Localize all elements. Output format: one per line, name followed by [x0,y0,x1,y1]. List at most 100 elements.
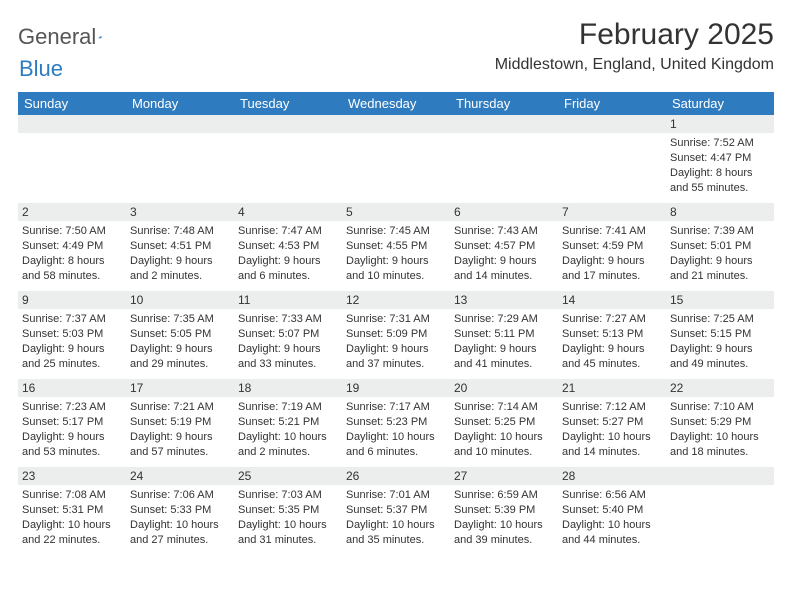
day-number: 17 [126,379,234,397]
calendar-cell [342,115,450,203]
calendar-cell: 8Sunrise: 7:39 AMSunset: 5:01 PMDaylight… [666,203,774,291]
day-info: Sunrise: 7:21 AMSunset: 5:19 PMDaylight:… [130,400,230,459]
day-number: 28 [558,467,666,485]
sunset-text: Sunset: 5:37 PM [346,503,446,518]
calendar-cell: 3Sunrise: 7:48 AMSunset: 4:51 PMDaylight… [126,203,234,291]
calendar-cell: 23Sunrise: 7:08 AMSunset: 5:31 PMDayligh… [18,467,126,555]
calendar-cell: 1Sunrise: 7:52 AMSunset: 4:47 PMDaylight… [666,115,774,203]
sunset-text: Sunset: 5:23 PM [346,415,446,430]
day-info: Sunrise: 6:59 AMSunset: 5:39 PMDaylight:… [454,488,554,547]
day-number [126,115,234,133]
daylight-text: Daylight: 10 hours and 44 minutes. [562,518,662,548]
day-number: 9 [18,291,126,309]
day-number: 10 [126,291,234,309]
calendar-cell [558,115,666,203]
sunrise-text: Sunrise: 7:35 AM [130,312,230,327]
daylight-text: Daylight: 9 hours and 25 minutes. [22,342,122,372]
calendar-week: 23Sunrise: 7:08 AMSunset: 5:31 PMDayligh… [18,467,774,555]
sunset-text: Sunset: 4:55 PM [346,239,446,254]
daylight-text: Daylight: 10 hours and 6 minutes. [346,430,446,460]
triangle-icon [98,28,102,46]
sunset-text: Sunset: 5:09 PM [346,327,446,342]
day-info: Sunrise: 7:29 AMSunset: 5:11 PMDaylight:… [454,312,554,371]
sunrise-text: Sunrise: 7:25 AM [670,312,770,327]
calendar-cell: 9 Sunrise: 7:37 AMSunset: 5:03 PMDaylight… [18,291,126,379]
day-info: Sunrise: 7:08 AMSunset: 5:31 PMDaylight:… [22,488,122,547]
calendar-cell: 5Sunrise: 7:45 AMSunset: 4:55 PMDaylight… [342,203,450,291]
day-info: Sunrise: 7:52 AMSunset: 4:47 PMDaylight:… [670,136,770,195]
sunrise-text: Sunrise: 6:59 AM [454,488,554,503]
daylight-text: Daylight: 9 hours and 45 minutes. [562,342,662,372]
daylight-text: Daylight: 9 hours and 14 minutes. [454,254,554,284]
sunrise-text: Sunrise: 7:01 AM [346,488,446,503]
day-info: Sunrise: 7:48 AMSunset: 4:51 PMDaylight:… [130,224,230,283]
day-number: 7 [558,203,666,221]
day-number: 11 [234,291,342,309]
day-info: Sunrise: 7:37 AMSunset: 5:03 PMDaylight:… [22,312,122,371]
day-info: Sunrise: 7:50 AMSunset: 4:49 PMDaylight:… [22,224,122,283]
day-number [234,115,342,133]
day-info: Sunrise: 7:25 AMSunset: 5:15 PMDaylight:… [670,312,770,371]
day-number: 19 [342,379,450,397]
calendar-cell [18,115,126,203]
calendar-cell: 15 Sunrise: 7:25 AMSunset: 5:15 PMDayligh… [666,291,774,379]
daylight-text: Daylight: 10 hours and 14 minutes. [562,430,662,460]
day-number: 15 [666,291,774,309]
sunrise-text: Sunrise: 7:14 AM [454,400,554,415]
daylight-text: Daylight: 10 hours and 10 minutes. [454,430,554,460]
sunset-text: Sunset: 5:33 PM [130,503,230,518]
day-info: Sunrise: 7:47 AMSunset: 4:53 PMDaylight:… [238,224,338,283]
day-number: 20 [450,379,558,397]
day-number: 16 [18,379,126,397]
weekday-sun: Sunday [18,92,126,115]
weekday-thu: Thursday [450,92,558,115]
sunrise-text: Sunrise: 7:37 AM [22,312,122,327]
day-number [18,115,126,133]
sunrise-text: Sunrise: 7:10 AM [670,400,770,415]
day-number: 8 [666,203,774,221]
sunset-text: Sunset: 5:40 PM [562,503,662,518]
day-info: Sunrise: 7:19 AMSunset: 5:21 PMDaylight:… [238,400,338,459]
calendar-cell: 22Sunrise: 7:10 AMSunset: 5:29 PMDayligh… [666,379,774,467]
daylight-text: Daylight: 9 hours and 33 minutes. [238,342,338,372]
day-info: Sunrise: 7:10 AMSunset: 5:29 PMDaylight:… [670,400,770,459]
sunrise-text: Sunrise: 7:39 AM [670,224,770,239]
sunrise-text: Sunrise: 7:43 AM [454,224,554,239]
calendar-cell: 16Sunrise: 7:23 AMSunset: 5:17 PMDayligh… [18,379,126,467]
calendar-cell: 27Sunrise: 6:59 AMSunset: 5:39 PMDayligh… [450,467,558,555]
weekday-fri: Friday [558,92,666,115]
day-number: 21 [558,379,666,397]
daylight-text: Daylight: 10 hours and 18 minutes. [670,430,770,460]
weekday-wed: Wednesday [342,92,450,115]
calendar-week: 9Sunrise: 7:37 AMSunset: 5:03 PMDaylight… [18,291,774,379]
calendar-cell: 6Sunrise: 7:43 AMSunset: 4:57 PMDaylight… [450,203,558,291]
sunset-text: Sunset: 5:03 PM [22,327,122,342]
sunrise-text: Sunrise: 7:27 AM [562,312,662,327]
calendar-cell: 26Sunrise: 7:01 AMSunset: 5:37 PMDayligh… [342,467,450,555]
daylight-text: Daylight: 9 hours and 49 minutes. [670,342,770,372]
weekday-sat: Saturday [666,92,774,115]
sunrise-text: Sunrise: 7:29 AM [454,312,554,327]
day-info: Sunrise: 7:41 AMSunset: 4:59 PMDaylight:… [562,224,662,283]
day-number: 14 [558,291,666,309]
calendar-cell [234,115,342,203]
calendar-cell: 7 Sunrise: 7:41 AMSunset: 4:59 PMDaylight… [558,203,666,291]
sunset-text: Sunset: 5:01 PM [670,239,770,254]
title-block: February 2025 Middlestown, England, Unit… [495,18,774,74]
day-number: 4 [234,203,342,221]
calendar: Sunday Monday Tuesday Wednesday Thursday… [18,92,774,555]
location-text: Middlestown, England, United Kingdom [495,56,774,74]
sunrise-text: Sunrise: 7:45 AM [346,224,446,239]
sunset-text: Sunset: 5:13 PM [562,327,662,342]
calendar-cell: 4 Sunrise: 7:47 AMSunset: 4:53 PMDaylight… [234,203,342,291]
weekday-header: Sunday Monday Tuesday Wednesday Thursday… [18,92,774,115]
day-number [450,115,558,133]
daylight-text: Daylight: 9 hours and 53 minutes. [22,430,122,460]
daylight-text: Daylight: 8 hours and 55 minutes. [670,166,770,196]
sunrise-text: Sunrise: 7:08 AM [22,488,122,503]
brand-word-1: General [18,24,96,50]
sunset-text: Sunset: 5:29 PM [670,415,770,430]
sunset-text: Sunset: 5:05 PM [130,327,230,342]
day-info: Sunrise: 7:35 AMSunset: 5:05 PMDaylight:… [130,312,230,371]
daylight-text: Daylight: 9 hours and 41 minutes. [454,342,554,372]
